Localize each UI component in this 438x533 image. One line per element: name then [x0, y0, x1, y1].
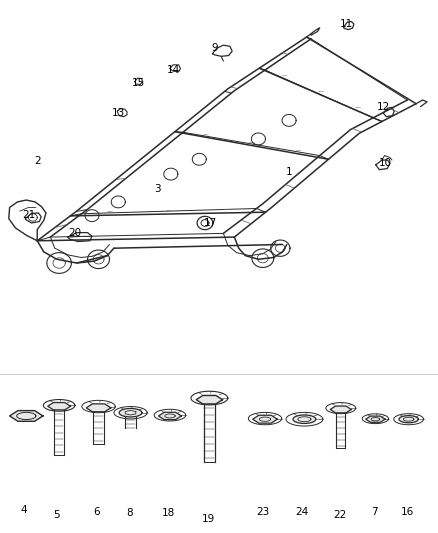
Text: 21: 21	[22, 210, 35, 220]
Text: 24: 24	[296, 507, 309, 517]
Text: 1: 1	[286, 167, 293, 177]
Polygon shape	[330, 406, 351, 413]
Text: 4: 4	[21, 505, 28, 515]
Text: 6: 6	[93, 507, 100, 517]
Text: 17: 17	[204, 218, 217, 228]
Text: 11: 11	[339, 19, 353, 29]
Polygon shape	[119, 408, 142, 417]
Text: 14: 14	[166, 66, 180, 75]
Polygon shape	[48, 402, 71, 410]
Text: 12: 12	[377, 102, 390, 112]
Text: 15: 15	[131, 78, 145, 88]
Text: 19: 19	[201, 514, 215, 524]
Polygon shape	[86, 404, 111, 412]
Text: 22: 22	[333, 510, 346, 520]
Polygon shape	[159, 413, 181, 419]
Text: 23: 23	[256, 507, 269, 517]
Text: 5: 5	[53, 510, 60, 520]
Polygon shape	[253, 415, 277, 423]
Text: 2: 2	[34, 156, 41, 166]
Text: 18: 18	[162, 508, 175, 519]
Polygon shape	[399, 416, 418, 423]
Text: 8: 8	[126, 508, 133, 519]
Text: 7: 7	[371, 507, 378, 517]
Text: 10: 10	[379, 158, 392, 168]
Text: 13: 13	[112, 108, 125, 118]
Polygon shape	[10, 410, 43, 421]
Text: 20: 20	[68, 228, 81, 238]
Text: 16: 16	[401, 507, 414, 517]
Text: 9: 9	[211, 43, 218, 53]
Polygon shape	[293, 415, 316, 423]
Polygon shape	[366, 416, 385, 422]
Polygon shape	[196, 395, 223, 404]
Text: 3: 3	[154, 184, 161, 194]
